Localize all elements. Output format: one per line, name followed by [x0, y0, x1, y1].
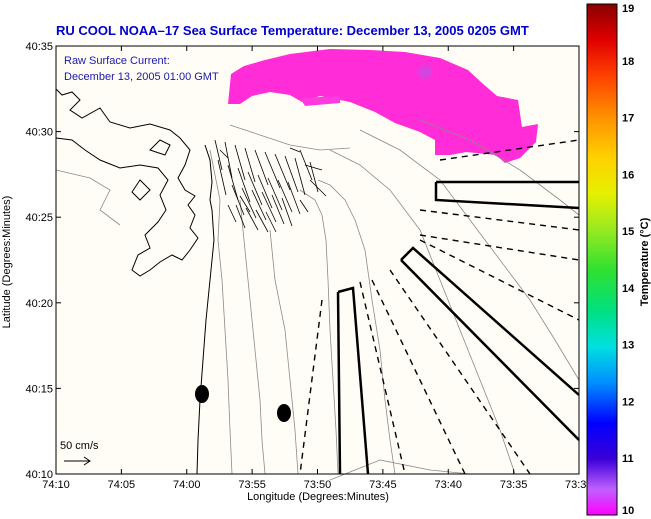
x-tick-label: 73:40	[434, 479, 462, 491]
x-axis-label: Longitude (Degrees:Minutes)	[247, 491, 389, 503]
colorbar-tick-label: 12	[622, 396, 634, 408]
colorbar-tick-label: 11	[622, 453, 634, 465]
colorbar	[586, 3, 618, 516]
x-tick-label: 73:35	[500, 479, 528, 491]
surface-current-vectors	[214, 139, 327, 233]
y-tick-label: 40:30	[25, 127, 53, 139]
radar-beam-lines	[299, 139, 580, 475]
colorbar-tick-label: 18	[622, 56, 634, 68]
y-tick-label: 40:15	[25, 383, 53, 395]
y-tick-label: 40:10	[25, 469, 53, 481]
x-tick-label: 73:50	[304, 479, 332, 491]
current-timestamp: December 13, 2005 01:00 GMT	[64, 71, 219, 83]
y-tick-label: 40:25	[25, 212, 53, 224]
x-tick-label: 74:00	[173, 479, 201, 491]
colorbar-tick-label: 15	[622, 226, 634, 238]
bathymetry-contours	[55, 119, 580, 481]
scale-arrow	[64, 456, 91, 466]
colorbar-tick-label: 13	[622, 340, 634, 352]
x-tick-label: 73:3	[565, 479, 586, 491]
colorbar-tick-label: 19	[622, 3, 634, 15]
x-tick-label: 73:55	[238, 479, 266, 491]
x-tick-label: 74:10	[42, 479, 70, 491]
current-label: Raw Surface Current:	[64, 55, 170, 67]
x-tick-label: 73:45	[369, 479, 397, 491]
map-title: RU COOL NOAA–17 Sea Surface Temperature:…	[56, 23, 529, 38]
colorbar-tick-label: 14	[622, 283, 635, 295]
survey-tracks	[336, 180, 580, 475]
y-tick-label: 40:20	[25, 298, 53, 310]
x-tick-label: 74:05	[108, 479, 136, 491]
colorbar-tick-label: 17	[622, 113, 634, 125]
colorbar-label: Temperature (°C)	[639, 217, 651, 306]
sst-patch	[228, 49, 538, 163]
site-marker-east	[277, 404, 291, 422]
colorbar-tick-label: 16	[622, 169, 634, 181]
colorbar-tick-label: 10	[622, 505, 634, 517]
scale-label: 50 cm/s	[60, 440, 99, 452]
coastline	[55, 88, 215, 475]
y-tick-label: 40:35	[25, 41, 53, 53]
site-marker-west	[195, 385, 209, 403]
y-axis-label: Latitude (Degrees:Minutes)	[1, 196, 13, 329]
